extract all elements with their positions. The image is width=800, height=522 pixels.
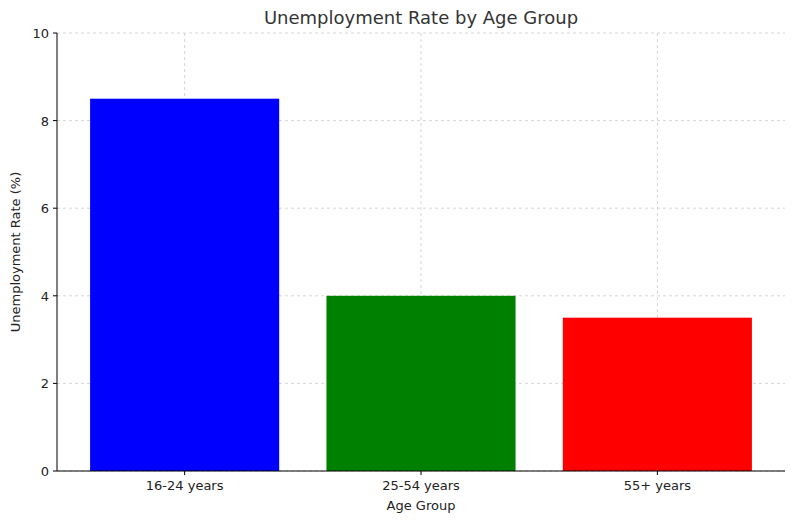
bar bbox=[326, 296, 515, 471]
y-tick bbox=[53, 120, 57, 121]
y-tick-label: 2 bbox=[41, 376, 49, 391]
x-axis-label: Age Group bbox=[387, 498, 456, 513]
y-tick bbox=[53, 33, 57, 34]
axes: 0 2 4 6 8 10 16-24 years 25-54 years 55+ years bbox=[32, 26, 785, 493]
y-tick-label: 4 bbox=[41, 289, 49, 304]
chart-title: Unemployment Rate by Age Group bbox=[264, 7, 578, 28]
y-tick-label: 8 bbox=[41, 114, 49, 129]
y-axis-label: Unemployment Rate (%) bbox=[8, 172, 23, 333]
chart-container: 0 2 4 6 8 10 16-24 years 25-54 years 55+ years Un… bbox=[0, 0, 800, 522]
y-tick bbox=[53, 471, 57, 472]
x-tick-label: 16-24 years bbox=[146, 478, 224, 493]
y-tick-label: 0 bbox=[41, 464, 49, 479]
y-tick bbox=[53, 383, 57, 384]
y-tick-label: 6 bbox=[41, 201, 49, 216]
x-tick bbox=[657, 471, 658, 475]
y-tick bbox=[53, 295, 57, 296]
grid bbox=[57, 33, 785, 471]
y-tick bbox=[53, 208, 57, 209]
bar bbox=[563, 318, 752, 471]
chart-svg: 0 2 4 6 8 10 16-24 years 25-54 years 55+ years Un… bbox=[0, 0, 800, 522]
x-tick-label: 55+ years bbox=[624, 478, 692, 493]
y-axis-line bbox=[57, 33, 58, 471]
y-tick-label: 10 bbox=[32, 26, 49, 41]
bars bbox=[90, 99, 752, 471]
x-tick bbox=[421, 471, 422, 475]
bar bbox=[90, 99, 279, 471]
x-tick-label: 25-54 years bbox=[382, 478, 460, 493]
x-tick bbox=[184, 471, 185, 475]
